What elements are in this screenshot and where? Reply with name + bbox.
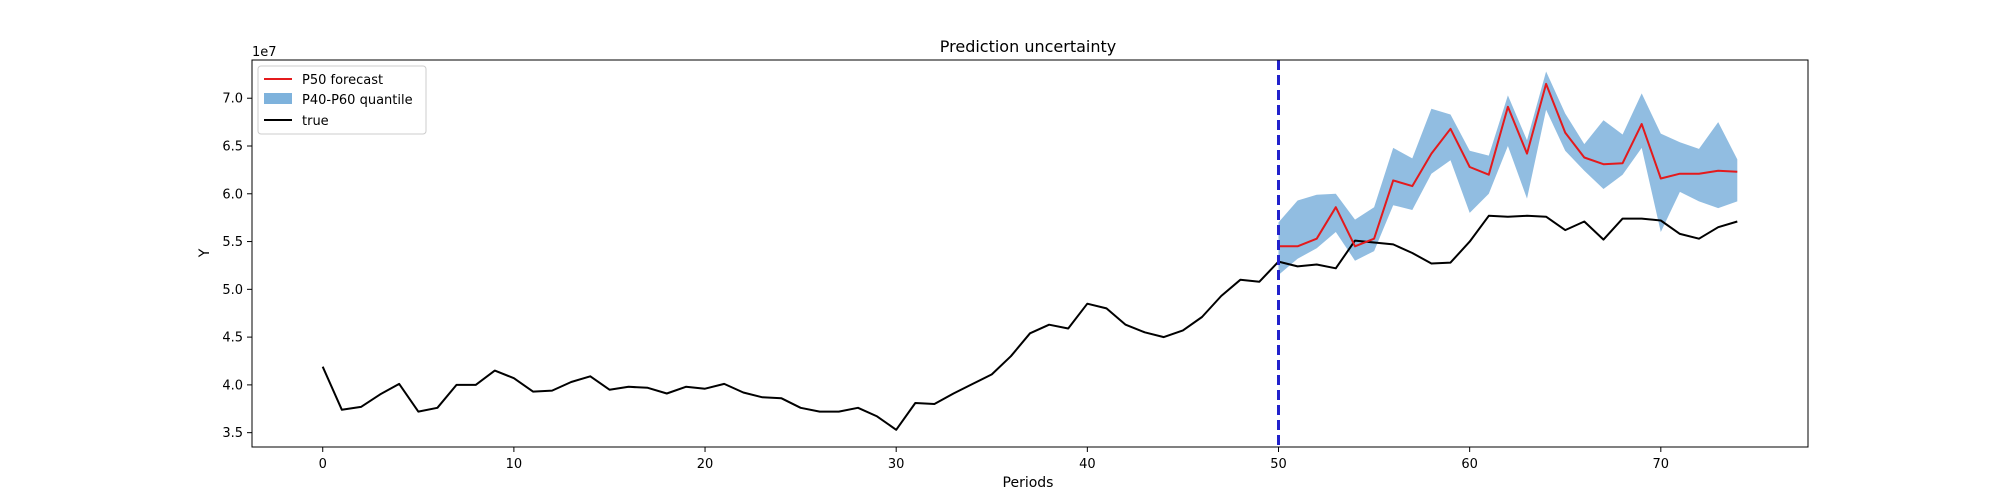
y-axis-label: Y [197, 248, 213, 258]
y-offset-label: 1e7 [252, 45, 277, 60]
x-axis: 0 10 20 30 40 50 60 70 [319, 447, 1669, 472]
plot-area [321, 60, 1738, 447]
y-tick-label: 4.0 [222, 378, 243, 393]
quantile-band [1278, 71, 1738, 275]
legend-box [257, 65, 427, 135]
y-tick-label: 5.5 [222, 235, 243, 250]
series-line-p50-forecast [1278, 82, 1738, 248]
legend-label-quantile: P40-P60 quantile [302, 93, 413, 108]
chart-title: Prediction uncertainty [940, 37, 1116, 56]
legend: P50 forecast P40-P60 quantile true [257, 65, 427, 135]
legend-swatch-quantile [264, 93, 292, 104]
axes-frame [251, 59, 1809, 448]
legend-label-true: true [302, 114, 329, 129]
x-tick-label: 30 [888, 457, 905, 472]
x-tick-label: 10 [506, 457, 523, 472]
x-tick-label: 50 [1270, 457, 1287, 472]
series-line-true [321, 214, 1738, 431]
x-tick-label: 60 [1461, 457, 1478, 472]
x-axis-label: Periods [1003, 475, 1054, 491]
y-tick-label: 4.5 [222, 331, 243, 346]
y-tick-label: 5.0 [222, 283, 243, 298]
y-tick-label: 3.5 [222, 426, 243, 441]
legend-label-p50: P50 forecast [302, 73, 383, 88]
x-tick-label: 40 [1079, 457, 1096, 472]
y-tick-label: 6.5 [222, 140, 243, 155]
y-tick-label: 6.0 [222, 187, 243, 202]
y-tick-label: 7.0 [222, 92, 243, 107]
x-tick-label: 20 [697, 457, 714, 472]
y-axis: 3.5 4.0 4.5 5.0 5.5 6.0 6.5 7.0 [222, 92, 252, 441]
x-tick-label: 0 [319, 457, 327, 472]
x-tick-label: 70 [1653, 457, 1670, 472]
